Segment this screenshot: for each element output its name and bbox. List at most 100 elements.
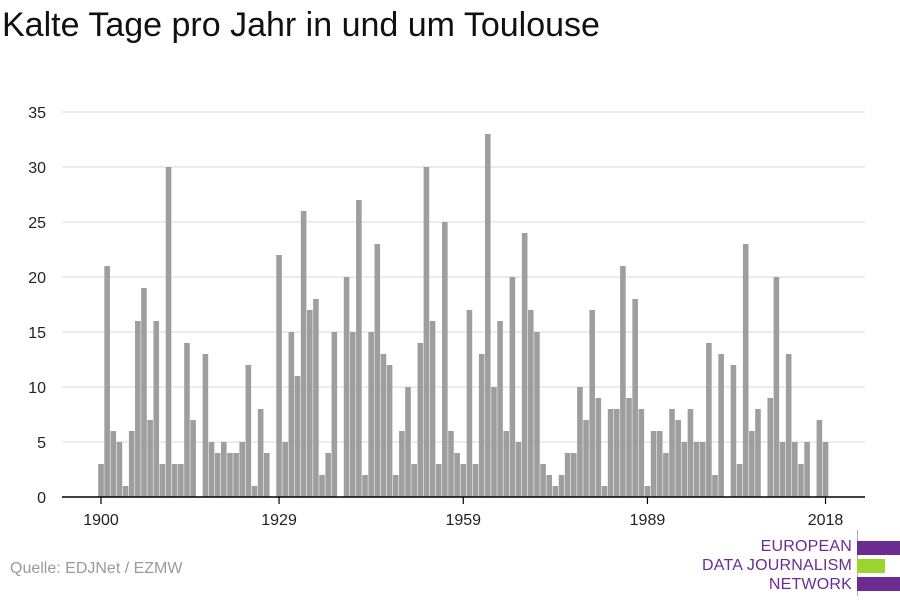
bar-1992 [663, 453, 669, 497]
x-tick-label: 1989 [630, 512, 666, 529]
bar-1969 [521, 233, 528, 497]
bar-1917 [202, 354, 209, 497]
bar-1938 [331, 332, 338, 497]
y-tick-label: 25 [28, 215, 46, 232]
bar-1998 [699, 442, 706, 497]
bar-1935 [313, 299, 319, 497]
bar-1945 [374, 244, 381, 497]
bar-1952 [417, 343, 424, 497]
y-tick-label: 35 [28, 105, 46, 122]
bar-1919 [214, 453, 221, 497]
bar-2017 [816, 420, 823, 497]
y-tick-label: 0 [37, 490, 46, 507]
bar-1956 [442, 222, 448, 497]
bar-1930 [282, 442, 288, 497]
bar-1913 [178, 464, 184, 497]
x-tick-label: 2018 [808, 512, 844, 529]
bar-2000 [712, 475, 718, 497]
y-tick-label: 15 [28, 325, 46, 342]
bar-1976 [564, 453, 571, 497]
bar-1905 [128, 431, 135, 497]
bar-2015 [804, 442, 810, 497]
bar-1923 [239, 442, 246, 497]
bar-1958 [454, 453, 460, 497]
bar-1931 [288, 332, 295, 497]
bar-1948 [392, 475, 399, 497]
logo-text-line-1: EUROPEAN [760, 538, 852, 555]
bar-1966 [503, 431, 510, 497]
bar-1910 [159, 464, 166, 497]
bar-1996 [687, 409, 694, 497]
bar-1906 [135, 321, 141, 497]
bar-1959 [460, 464, 467, 497]
bar-1912 [171, 464, 178, 497]
bar-1937 [325, 453, 331, 497]
edjnet-logo: EUROPEAN DATA JOURNALISM NETWORK [700, 530, 900, 596]
bar-2005 [742, 244, 749, 497]
bar-1951 [411, 464, 417, 497]
bar-1985 [620, 266, 626, 497]
bar-1907 [141, 288, 147, 497]
bars [98, 134, 829, 497]
bar-2010 [773, 277, 780, 497]
bar-1986 [626, 398, 632, 497]
x-axis-tick-labels: 1900 1929 1959 1989 2018 [83, 497, 843, 529]
bar-1961 [472, 464, 479, 497]
bar-1918 [208, 442, 215, 497]
bar-1955 [435, 464, 442, 497]
bar-2014 [798, 464, 804, 497]
logo-bar-purple-bottom [857, 577, 900, 591]
bar-1975 [558, 475, 565, 497]
bar-1999 [706, 343, 712, 497]
x-tick-label: 1900 [83, 512, 119, 529]
bar-1950 [405, 387, 411, 497]
bar-1900 [98, 464, 104, 497]
bar-1915 [190, 420, 196, 497]
bar-1965 [497, 321, 503, 497]
bar-1914 [184, 343, 190, 497]
logo-bar-purple-top [857, 541, 900, 555]
bar-2003 [730, 365, 737, 497]
bar-1929 [276, 255, 282, 497]
x-tick-label: 1929 [261, 512, 297, 529]
bar-1901 [104, 266, 110, 497]
bar-1953 [423, 167, 430, 497]
bar-1982 [601, 486, 608, 497]
bar-1963 [485, 134, 491, 497]
bar-1940 [343, 277, 350, 497]
bar-2012 [785, 354, 792, 497]
bar-1981 [595, 398, 602, 497]
logo-text-line-3: NETWORK [768, 576, 852, 593]
bar-2009 [767, 398, 774, 497]
bar-2011 [779, 442, 786, 497]
bar-1994 [675, 420, 681, 497]
bar-1902 [110, 431, 117, 497]
bar-1926 [257, 409, 264, 497]
bar-1983 [607, 409, 614, 497]
bar-1920 [221, 442, 227, 497]
bar-1934 [306, 310, 313, 497]
y-tick-label: 10 [28, 380, 46, 397]
logo-text-line-2: DATA JOURNALISM [702, 557, 852, 574]
bar-1904 [122, 486, 129, 497]
bar-1908 [147, 420, 153, 497]
y-axis-tick-labels: 0 5 10 15 20 25 30 35 [28, 105, 46, 507]
bar-1932 [294, 376, 301, 497]
bar-1947 [386, 365, 393, 497]
bar-1989 [644, 486, 651, 497]
bar-1978 [577, 387, 583, 497]
bar-1903 [116, 442, 123, 497]
bar-1927 [263, 453, 270, 497]
bar-2004 [736, 464, 743, 497]
x-tick-label: 1959 [445, 512, 481, 529]
bar-1980 [589, 310, 595, 497]
bar-1925 [251, 486, 258, 497]
bar-1936 [319, 475, 325, 497]
bar-1957 [448, 431, 454, 497]
bar-1984 [613, 409, 620, 497]
logo-bar-green [857, 559, 885, 573]
bar-2001 [718, 354, 724, 497]
bar-1990 [650, 431, 657, 497]
bar-1944 [368, 332, 374, 497]
